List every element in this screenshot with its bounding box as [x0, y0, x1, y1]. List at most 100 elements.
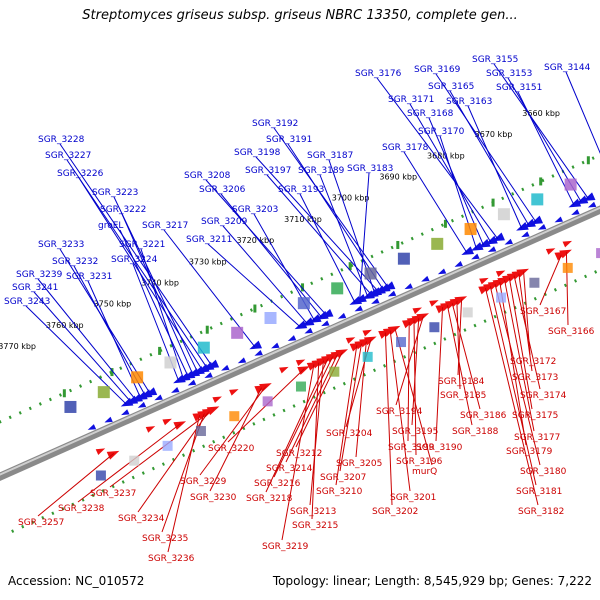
- reverse-gene-arrow: [559, 249, 572, 259]
- feature-tile: [295, 381, 306, 392]
- forward-gene-leader: [66, 159, 208, 369]
- reverse-gene-label: SGR_3236: [148, 554, 195, 564]
- kbp-tick-label: 3710 kbp: [284, 215, 322, 224]
- forward-gene-arrow: [154, 394, 163, 401]
- forward-gene-label: SGR_3232: [52, 257, 98, 267]
- forward-gene-label: SGR_3227: [45, 151, 91, 161]
- reverse-gene-leader: [384, 332, 393, 506]
- reverse-gene-leader: [37, 452, 115, 517]
- reverse-gene-label: SGR_3238: [58, 504, 105, 514]
- backbone-highlight: [0, 206, 600, 476]
- forward-gene-leader: [287, 143, 384, 290]
- reverse-gene-label: SGR_3186: [460, 411, 507, 421]
- feature-tile: [197, 341, 210, 354]
- forward-gene-label: SGR_3228: [38, 135, 85, 145]
- feature-tile: [164, 356, 177, 369]
- forward-gene-label: SGR_3197: [245, 166, 291, 176]
- kbp-tick-mark: [539, 177, 543, 186]
- forward-gene-label: SGR_3187: [307, 151, 353, 161]
- forward-gene-leader: [205, 179, 327, 316]
- forward-gene-arrow: [287, 335, 297, 341]
- kbp-tick-mark: [158, 346, 162, 355]
- reverse-gene-arrow: [212, 396, 222, 404]
- kbp-tick-mark: [348, 262, 352, 271]
- reverse-gene-arrow: [95, 448, 106, 455]
- reverse-gene-label: SGR_3214: [266, 464, 313, 474]
- reverse-gene-leader: [484, 287, 539, 506]
- forward-gene-arrow: [471, 253, 480, 260]
- forward-gene-arrow: [554, 216, 563, 223]
- feature-tile: [331, 282, 344, 295]
- forward-gene-label: SGR_3221: [119, 240, 165, 250]
- reverse-gene-arrow: [478, 285, 491, 295]
- reverse-gene-leader: [451, 302, 481, 410]
- reverse-gene-leader: [167, 415, 201, 553]
- feature-tile: [229, 411, 240, 422]
- forward-gene-label: SGR_3209: [201, 217, 248, 227]
- feature-tile: [564, 178, 577, 191]
- reverse-gene-leader: [489, 285, 537, 486]
- forward-gene-leader: [299, 193, 356, 303]
- reverse-gene-leader: [508, 277, 533, 410]
- forward-gene-leader: [220, 193, 322, 318]
- reverse-gene-label: SGR_3229: [180, 477, 227, 487]
- forward-gene-arrow: [461, 246, 474, 256]
- kbp-tick-mark: [443, 219, 447, 228]
- reverse-gene-arrow: [479, 277, 489, 285]
- genome-map[interactable]: 3660 kbp 3670 kbp 3680 kbp 3690 kbp 3700 kbp…: [0, 24, 600, 584]
- forward-gene-label: SGR_3191: [266, 135, 312, 145]
- forward-gene-arrow: [321, 320, 330, 327]
- forward-gene-arrow: [487, 246, 497, 253]
- forward-gene-arrow: [349, 296, 363, 305]
- reverse-gene-label: SGR_3188: [452, 427, 499, 437]
- forward-gene-leader: [222, 225, 308, 324]
- reverse-gene-label: SGR_3196: [396, 457, 443, 467]
- forward-gene-arrow: [404, 283, 413, 290]
- kbp-tick-label: 3690 kbp: [379, 173, 417, 182]
- reverse-gene-leader: [309, 360, 324, 506]
- kbp-tick-label: 3760 kbp: [46, 321, 84, 330]
- page-title: Streptomyces griseus subsp. griseus NBRC…: [82, 8, 518, 23]
- reverse-gene-leader: [407, 321, 410, 442]
- feature-tile: [496, 292, 507, 303]
- kbp-tick-mark: [586, 156, 590, 165]
- forward-gene-leader: [37, 278, 137, 401]
- forward-gene-arrow: [571, 209, 580, 215]
- reverse-gene-label: SGR_3234: [118, 514, 165, 524]
- forward-gene-arrow: [249, 340, 263, 350]
- kbp-tick-mark: [301, 283, 305, 292]
- feature-tile: [64, 400, 77, 413]
- feature-tile: [497, 208, 510, 221]
- feature-tile: [431, 237, 444, 250]
- forward-gene-label: SGR_3165: [428, 82, 474, 92]
- forward-gene-label: SGR_3222: [100, 205, 146, 215]
- kbp-tick-label: 3660 kbp: [522, 109, 560, 118]
- forward-gene-arrow: [121, 409, 130, 416]
- feature-tile: [462, 307, 473, 318]
- reverse-gene-leader: [494, 283, 541, 466]
- forward-gene-label: SGR_3183: [347, 164, 393, 174]
- feature-tile: [162, 440, 173, 451]
- forward-gene-leader: [319, 174, 369, 297]
- forward-gene-label: SGR_3170: [418, 127, 465, 137]
- forward-gene-arrow: [437, 268, 447, 275]
- feature-tile: [95, 470, 106, 481]
- reverse-gene-leader: [389, 330, 411, 492]
- reverse-gene-leader: [109, 408, 215, 488]
- reverse-gene-label: SGR_3173: [512, 373, 558, 383]
- reverse-gene-label: SGR_3182: [518, 507, 564, 517]
- forward-gene-label: SGR_3155: [472, 55, 518, 65]
- kbp-tick-label: 3670 kbp: [475, 130, 513, 139]
- reverse-gene-label: SGR_3230: [190, 493, 237, 503]
- forward-gene-arrow: [354, 305, 363, 312]
- reverse-gene-arrow: [378, 330, 391, 339]
- reverse-gene-label: SGR_3185: [440, 391, 486, 401]
- forward-gene-leader: [121, 213, 194, 375]
- feature-tile: [464, 223, 477, 236]
- forward-gene-arrow: [516, 221, 529, 231]
- forward-gene-label: groEL: [98, 221, 123, 231]
- reverse-gene-leader: [285, 353, 339, 463]
- reverse-gene-leader: [518, 273, 533, 372]
- reverse-gene-label: SGR_3184: [438, 377, 485, 387]
- reverse-gene-arrow: [145, 426, 156, 433]
